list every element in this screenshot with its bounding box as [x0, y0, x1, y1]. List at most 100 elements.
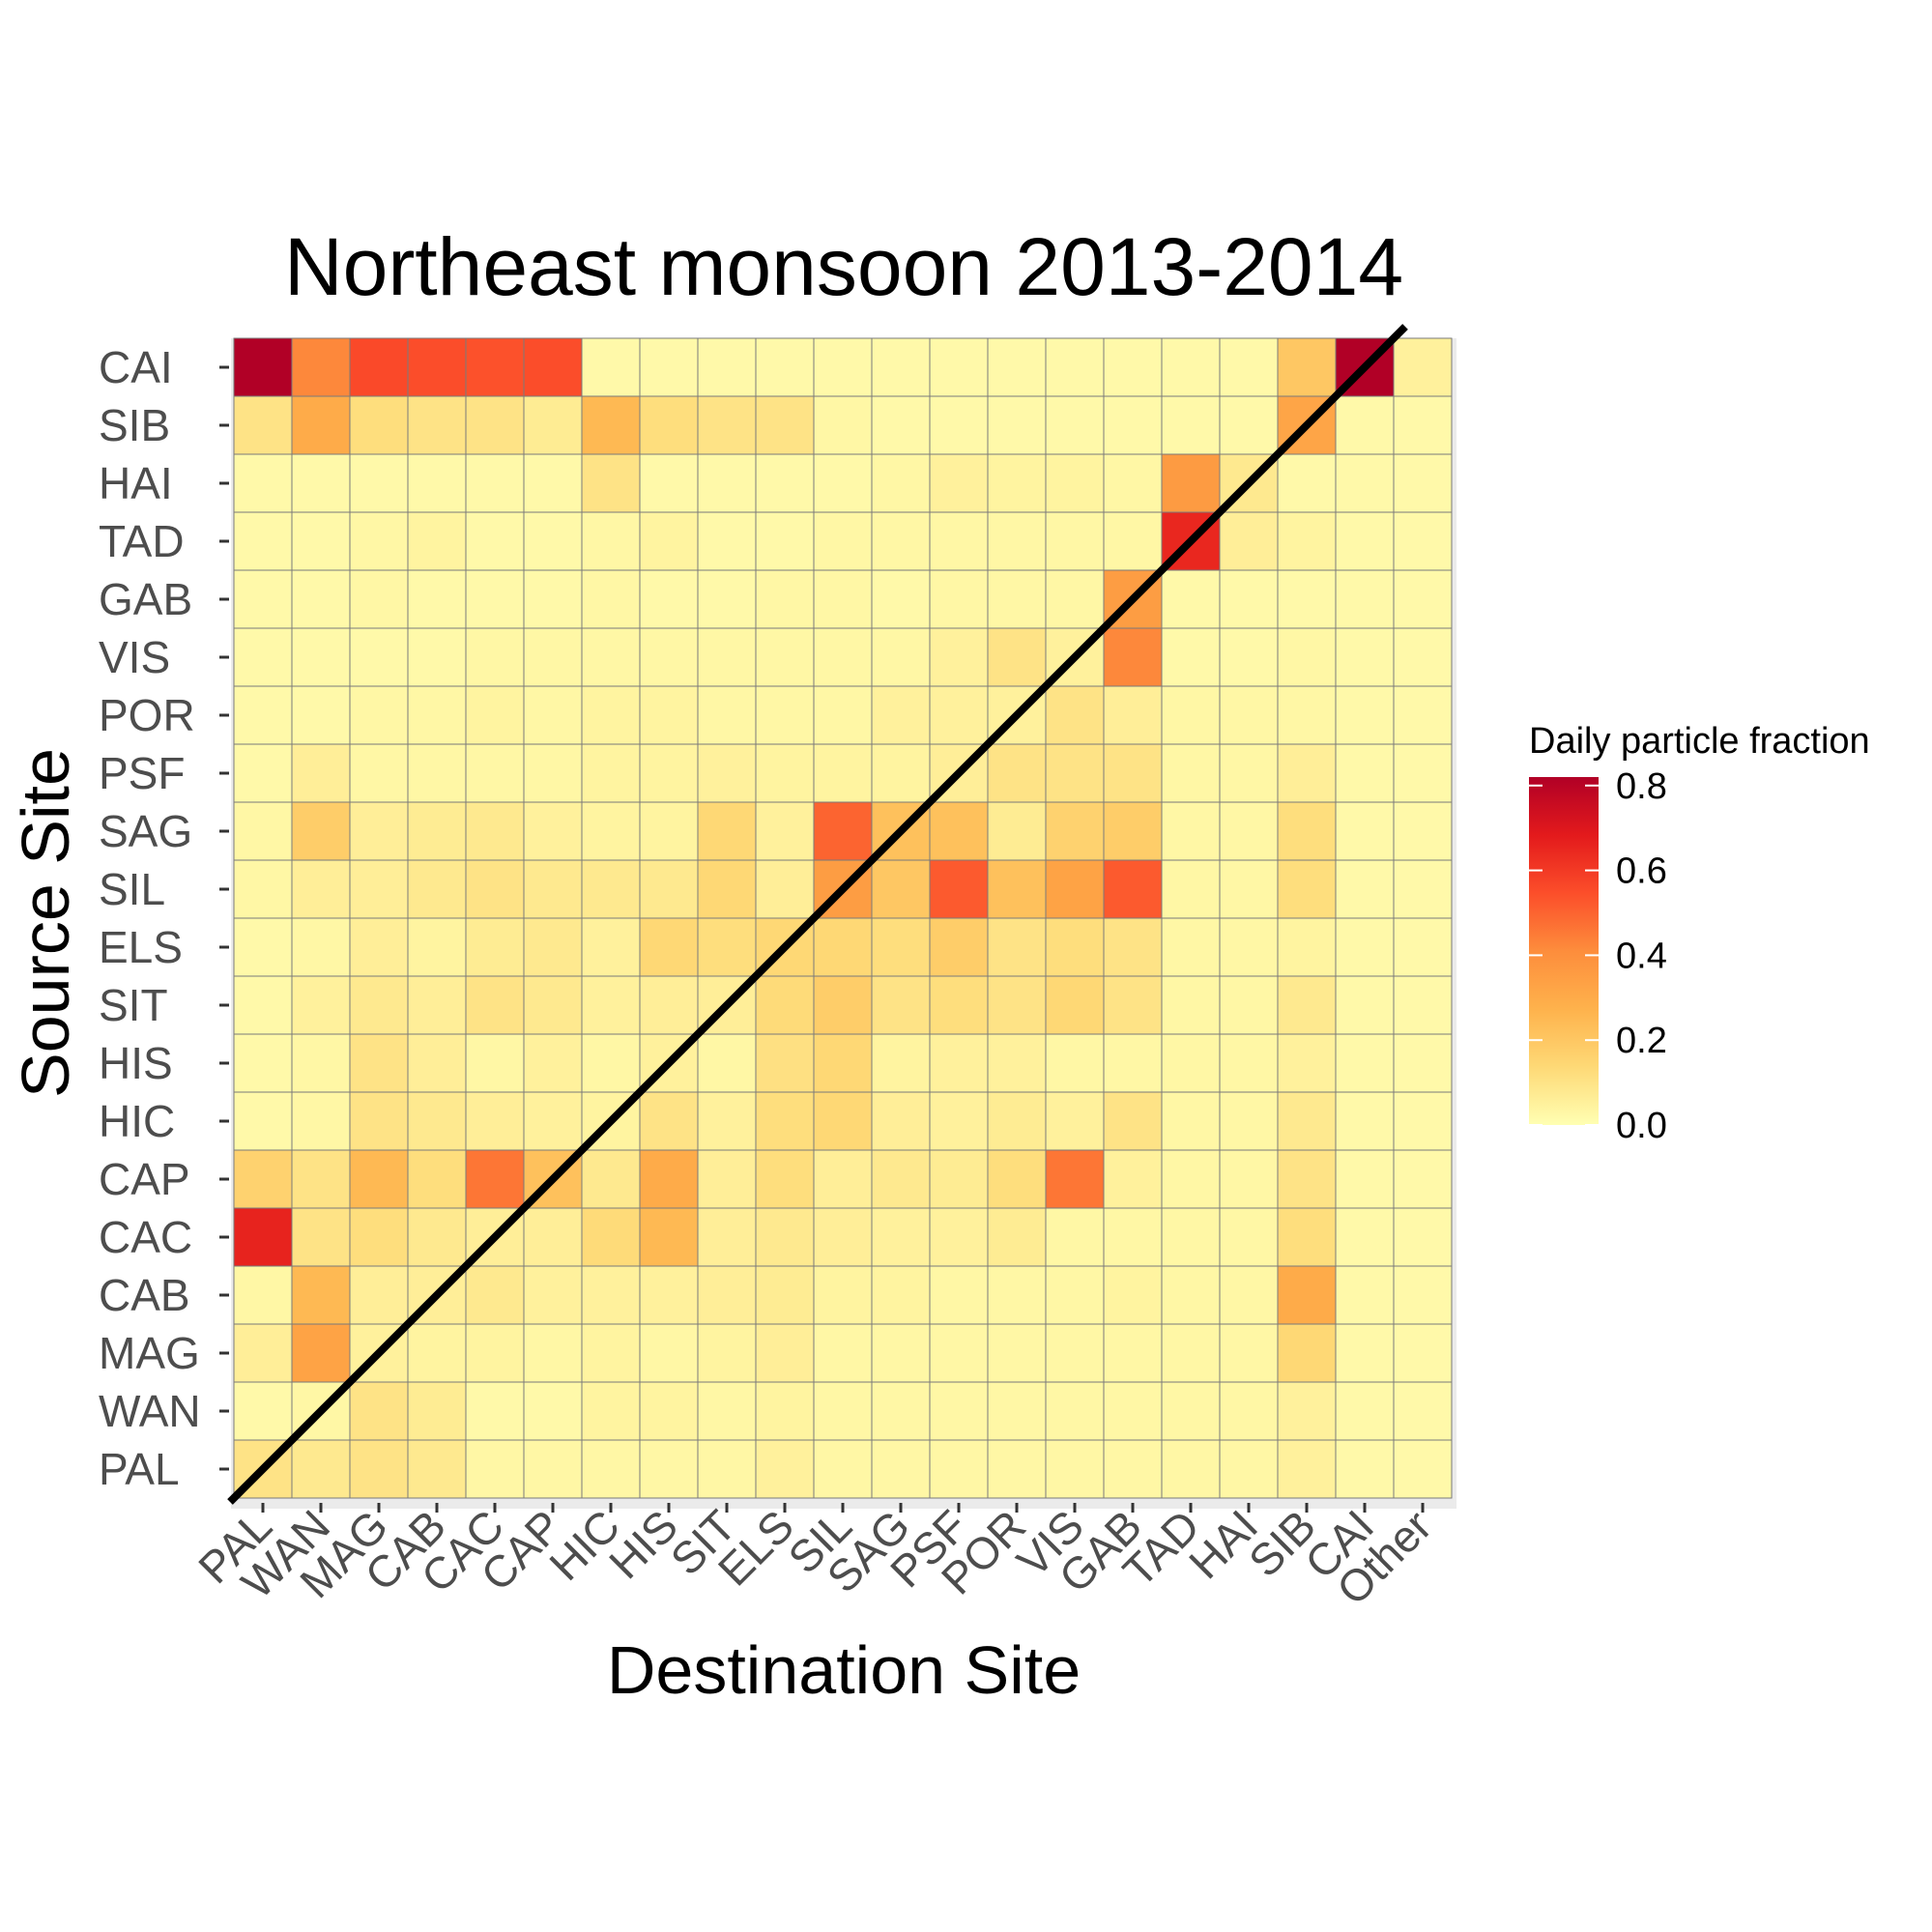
heatmap-cell	[1219, 511, 1279, 571]
heatmap-cell	[755, 743, 815, 803]
heatmap-cell	[1219, 1033, 1279, 1093]
heatmap-cell	[871, 859, 931, 919]
heatmap-cell	[1045, 859, 1105, 919]
heatmap-cell	[697, 685, 757, 745]
heatmap-cell	[1219, 1207, 1279, 1267]
heatmap-cell	[871, 1323, 931, 1383]
heatmap-cell	[987, 801, 1047, 861]
heatmap-cell	[1277, 975, 1337, 1035]
heatmap-cell	[755, 801, 815, 861]
heatmap-cell	[1335, 453, 1395, 513]
heatmap-cell	[987, 1323, 1047, 1383]
heatmap-cell	[1219, 1323, 1279, 1383]
heatmap-cell	[1219, 1439, 1279, 1499]
heatmap-cell	[1393, 1033, 1453, 1093]
heatmap-cell	[581, 1381, 641, 1441]
heatmap-cell	[871, 1207, 931, 1267]
heatmap-cell	[697, 1149, 757, 1209]
heatmap-cell	[1219, 395, 1279, 455]
heatmap-cell	[987, 859, 1047, 919]
heatmap-cell	[987, 1439, 1047, 1499]
heatmap-cell	[581, 1439, 641, 1499]
heatmap-cell	[1103, 1439, 1163, 1499]
heatmap-cell	[871, 975, 931, 1035]
legend-title: Daily particle fraction	[1529, 721, 1870, 762]
heatmap-cell	[813, 1439, 873, 1499]
heatmap-cell	[929, 627, 989, 687]
heatmap-cell	[813, 1323, 873, 1383]
heatmap-cell	[987, 1033, 1047, 1093]
heatmap-cell	[349, 627, 409, 687]
heatmap-cell	[1277, 801, 1337, 861]
heatmap-cell	[1103, 511, 1163, 571]
heatmap-cell	[1161, 1091, 1221, 1151]
heatmap-cell	[813, 685, 873, 745]
heatmap-cell	[871, 1439, 931, 1499]
heatmap-cell	[523, 1033, 583, 1093]
heatmap-cell	[465, 453, 525, 513]
heatmap-cell	[929, 1381, 989, 1441]
heatmap-cell	[1277, 917, 1337, 977]
heatmap-cell	[987, 337, 1047, 397]
heatmap-cell	[233, 1265, 293, 1325]
heatmap-cell	[1335, 1207, 1395, 1267]
heatmap-cell	[581, 337, 641, 397]
heatmap-cell	[1393, 1149, 1453, 1209]
legend-tick-label: 0.2	[1616, 1021, 1667, 1061]
heatmap-cell	[697, 569, 757, 629]
heatmap-cell	[1161, 801, 1221, 861]
heatmap-cell	[1335, 1439, 1395, 1499]
heatmap-cell	[1277, 1323, 1337, 1383]
heatmap-cell	[697, 1323, 757, 1383]
heatmap-cell	[813, 1207, 873, 1267]
heatmap-cell	[1335, 1323, 1395, 1383]
heatmap-cell	[1161, 859, 1221, 919]
heatmap-cell	[233, 917, 293, 977]
heatmap-cell	[465, 685, 525, 745]
heatmap-cell	[871, 1149, 931, 1209]
heatmap-cell	[291, 569, 351, 629]
heatmap-cell	[291, 975, 351, 1035]
heatmap-cell	[871, 511, 931, 571]
heatmap-cell	[929, 917, 989, 977]
heatmap-cell	[523, 1091, 583, 1151]
heatmap-cell	[813, 453, 873, 513]
heatmap-cell	[291, 1439, 351, 1499]
heatmap-cell	[987, 975, 1047, 1035]
heatmap-cell	[1045, 1323, 1105, 1383]
heatmap-cell	[349, 569, 409, 629]
heatmap-cell	[407, 395, 467, 455]
x-axis: PALWANMAGCABCACCAPHICHISSITELSSILSAGPSFP…	[188, 1500, 1441, 1614]
heatmap-cell	[1045, 453, 1105, 513]
y-axis-title: Source Site	[8, 748, 83, 1098]
heatmap-cell	[291, 685, 351, 745]
heatmap-cell	[1277, 1091, 1337, 1151]
heatmap-cell	[407, 1381, 467, 1441]
heatmap-cell	[581, 1149, 641, 1209]
heatmap-cell	[291, 1149, 351, 1209]
heatmap-cell	[1161, 1439, 1221, 1499]
heatmap-cell	[465, 627, 525, 687]
heatmap-cell	[523, 975, 583, 1035]
heatmap-cell	[697, 1265, 757, 1325]
heatmap-cell	[291, 1323, 351, 1383]
heatmap-cell	[755, 1439, 815, 1499]
heatmap-cell	[291, 627, 351, 687]
heatmap-cell	[233, 569, 293, 629]
heatmap-cell	[697, 453, 757, 513]
heatmap-cell	[1161, 685, 1221, 745]
heatmap-cell	[1277, 337, 1337, 397]
heatmap-cell	[233, 743, 293, 803]
heatmap-cell	[1277, 1207, 1337, 1267]
heatmap-cell	[1103, 1323, 1163, 1383]
heatmap-cell	[871, 1265, 931, 1325]
heatmap-cell	[1045, 801, 1105, 861]
heatmap-cell	[349, 975, 409, 1035]
heatmap-cell	[697, 1381, 757, 1441]
heatmap-cell	[1393, 569, 1453, 629]
heatmap-cell	[1161, 569, 1221, 629]
heatmap-cell	[1045, 1265, 1105, 1325]
heatmap-cell	[291, 743, 351, 803]
heatmap-cell	[639, 627, 699, 687]
heatmap-cell	[1103, 453, 1163, 513]
